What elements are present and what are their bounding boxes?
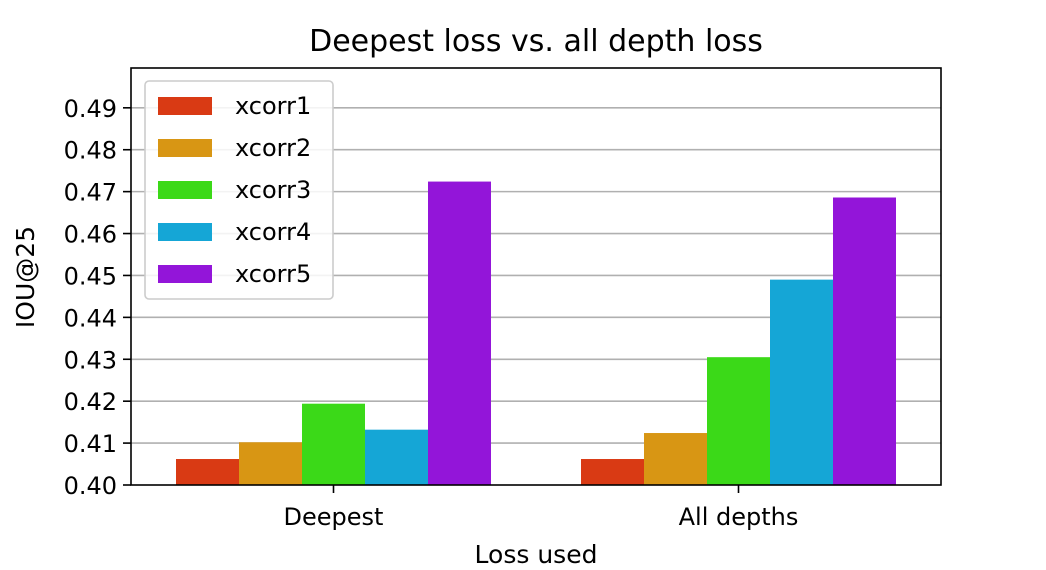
bar-xcorr4 (365, 429, 428, 485)
bars (176, 181, 896, 486)
chart-title: Deepest loss vs. all depth loss (309, 24, 763, 59)
legend-label: xcorr1 (235, 92, 311, 120)
y-tick-label: 0.44 (64, 304, 117, 332)
legend-label: xcorr2 (235, 134, 311, 162)
y-tick-label: 0.42 (64, 388, 117, 416)
plot-frame (130, 67, 942, 486)
bar-xcorr2 (644, 433, 707, 485)
bar-xcorr1 (176, 459, 239, 485)
bar-xcorr4 (770, 279, 833, 485)
y-tick-label: 0.43 (64, 346, 117, 374)
y-axis: 0.40 0.41 0.42 0.43 0.44 0.45 0.46 0.47 0.48 0.49 (64, 95, 131, 500)
legend-label: xcorr4 (235, 218, 311, 246)
y-axis-label: IOU@25 (11, 226, 40, 328)
y-tick-label: 0.46 (64, 221, 117, 249)
legend-swatch (158, 97, 212, 115)
y-tick-label: 0.47 (64, 179, 117, 207)
legend: xcorr1 xcorr2 xcorr3 xcorr4 xcorr5 (144, 80, 334, 300)
x-axis-label: Loss used (475, 540, 598, 569)
legend-swatch (158, 223, 212, 241)
y-tick-label: 0.49 (64, 95, 117, 123)
legend-label: xcorr5 (235, 260, 311, 288)
legend-swatch (158, 265, 212, 283)
x-tick-label: Deepest (284, 503, 384, 531)
bar-xcorr1 (581, 459, 644, 485)
bar-xcorr2 (239, 442, 302, 485)
bar-xcorr3 (302, 403, 365, 485)
bar-xcorr5 (428, 181, 491, 485)
x-axis: Deepest All depths (284, 485, 799, 531)
legend-label: xcorr3 (235, 176, 311, 204)
bar-xcorr3 (707, 357, 770, 485)
legend-swatch (158, 181, 212, 199)
x-tick-label: All depths (679, 503, 799, 531)
y-tick-label: 0.40 (64, 472, 117, 500)
legend-swatch (158, 139, 212, 157)
y-tick-label: 0.48 (64, 137, 117, 165)
bar-xcorr5 (833, 197, 896, 486)
y-tick-label: 0.45 (64, 262, 117, 290)
y-tick-label: 0.41 (64, 430, 117, 458)
legend-box (144, 80, 334, 300)
